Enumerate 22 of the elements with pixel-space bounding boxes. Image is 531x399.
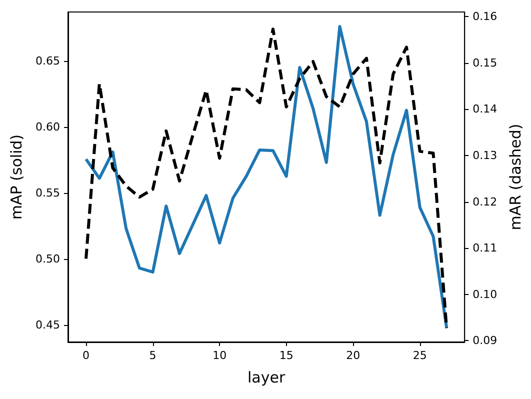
y-axis-title: mAP (solid) <box>8 134 26 220</box>
y-tick-label: 0.60 <box>36 120 60 134</box>
y2-tick-label: 0.15 <box>472 56 498 70</box>
x-axis-title: layer <box>247 368 286 386</box>
y2-tick-label: 0.09 <box>472 334 498 348</box>
y2-tick-label: 0.12 <box>472 195 498 208</box>
y-tick-label: 0.55 <box>36 186 60 200</box>
y2-tick-label: 0.10 <box>472 288 498 301</box>
y-tick-label: 0.45 <box>36 318 60 332</box>
x-tick-label: 15 <box>279 349 294 362</box>
y2-tick-label: 0.11 <box>472 242 498 255</box>
x-tick-label: 20 <box>346 349 360 362</box>
y-tick-label: 0.65 <box>36 54 60 68</box>
y2-axis-title: mAR (dashed) <box>506 124 524 230</box>
x-tick-label: 5 <box>149 349 156 362</box>
x-tick-label: 0 <box>82 349 90 362</box>
x-tick-label: 25 <box>412 349 427 362</box>
y2-tick-label: 0.14 <box>472 102 498 116</box>
y2-tick-label: 0.13 <box>472 148 498 162</box>
y2-tick-label: 0.16 <box>472 10 498 24</box>
y-tick-label: 0.50 <box>36 252 60 266</box>
x-tick-label: 10 <box>212 349 227 362</box>
